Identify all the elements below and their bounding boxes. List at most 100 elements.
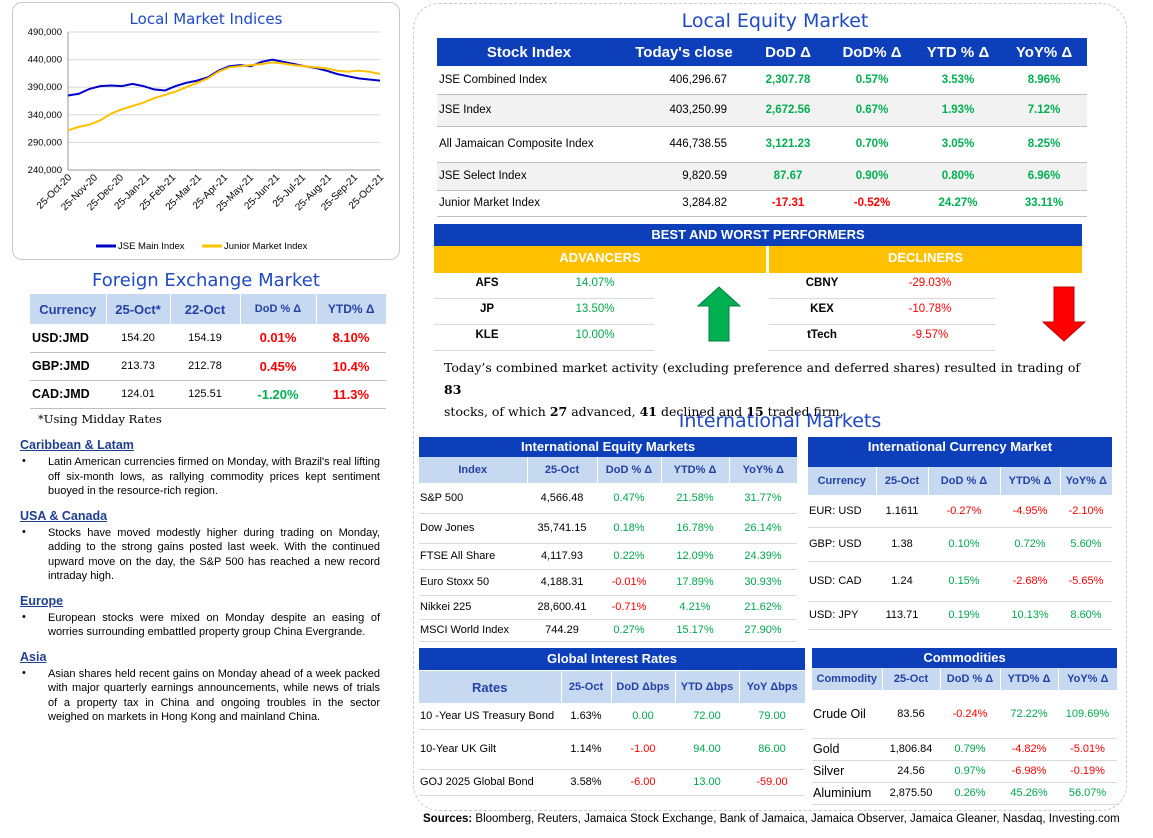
- row-label: 10 -Year US Treasury Bond: [419, 703, 561, 730]
- bullet-icon: •: [22, 610, 26, 623]
- ytd-value: 0.72%: [1000, 527, 1060, 562]
- yoy-value: -5.01%: [1058, 738, 1117, 761]
- ytd-value: 0.80%: [915, 162, 1001, 191]
- rates-col-header: Rates: [419, 671, 562, 703]
- dod-value: 0.15%: [928, 561, 1000, 602]
- ytd-value: 1.93%: [915, 94, 1001, 127]
- dod-value: 0.79%: [940, 738, 1000, 761]
- ytd-value: 17.89%: [661, 569, 729, 596]
- stock-symbol: tTech: [807, 329, 837, 341]
- equity-col-header: Today's close: [621, 38, 747, 66]
- table-row: Nikkei 225 28,600.41 -0.71% 4.21% 21.62%: [419, 595, 797, 620]
- ytd-value: -2.68%: [1000, 561, 1060, 602]
- intl-equity-title: International Equity Markets: [419, 437, 797, 457]
- row-value: 3.58%: [561, 769, 611, 796]
- row-label: Nikkei 225: [419, 595, 527, 620]
- yoy-value: -5.65%: [1060, 561, 1112, 602]
- row-value: 744.29: [527, 619, 597, 642]
- table-row: GBP: USD 1.38 0.10% 0.72% 5.60%: [808, 527, 1112, 562]
- row-value: 4,188.31: [527, 569, 597, 596]
- stock-symbol: CBNY: [805, 277, 839, 289]
- row-value: 4,566.48: [527, 483, 597, 514]
- legend-label: JSE Main Index: [118, 241, 185, 252]
- yoy-value: 31.77%: [729, 483, 797, 514]
- rate-value: 213.73: [106, 352, 170, 381]
- line-chart: 490,000 440,000 390,000 340,000 290,000 240,0…: [28, 27, 387, 252]
- news-text: Latin American currencies firmed on Mond…: [48, 456, 380, 497]
- y-tick-label: 390,000: [28, 82, 62, 93]
- ytd-value: 15.17%: [661, 619, 729, 642]
- equity-col-header: YoY% Δ: [1001, 38, 1087, 66]
- ytd-value: 3.05%: [915, 126, 1001, 163]
- table-row: FTSE All Share 4,117.93 0.22% 12.09% 24.39%: [419, 543, 797, 570]
- stock-change: 13.50%: [575, 303, 615, 315]
- row-value: 1.24: [876, 561, 928, 602]
- fx-col-header: 25-Oct*: [106, 294, 171, 324]
- series-line: [67, 61, 381, 132]
- table-row: CAD:JMD 124.01 125.51 -1.20% 11.3%: [30, 380, 386, 409]
- fx-note: *Using Midday Rates: [38, 412, 162, 426]
- table-row: Gold 1,806.84 0.79% -4.82% -5.01%: [812, 738, 1117, 761]
- news-section: Asia • Asian shares held recent gains on M…: [20, 650, 380, 725]
- row-label: Gold: [812, 738, 882, 761]
- intl-currency-table: Currency 25-Oct DoD % Δ YTD% Δ YoY% Δ EU…: [808, 467, 1112, 630]
- row-label: MSCI World Index: [419, 619, 527, 642]
- news-section: Europe • European stocks were mixed on Mon…: [20, 594, 380, 640]
- stock-change: 14.07%: [575, 277, 615, 289]
- row-value: 113.71: [876, 601, 928, 630]
- rates-col-header: 25-Oct: [561, 671, 612, 703]
- yoy-value: 5.60%: [1060, 527, 1112, 562]
- fx-col-header: 22-Oct: [170, 294, 241, 324]
- y-tick-label: 240,000: [28, 165, 62, 176]
- ytd-value: 94.00: [675, 729, 739, 770]
- rates-col-header: YoY Δbps: [739, 671, 805, 703]
- ytd-value: 8.10%: [316, 324, 386, 353]
- fx-table: Currency 25-Oct* 22-Oct DoD % Δ YTD% Δ U…: [30, 294, 386, 409]
- news-bullet: • Stocks have moved modestly higher durin…: [20, 526, 380, 584]
- row-value: 1.14%: [561, 729, 611, 770]
- row-value: 1,806.84: [882, 738, 940, 761]
- yoy-value: 24.39%: [729, 543, 797, 570]
- rates-table: Rates 25-Oct DoD Δbps YTD Δbps YoY Δbps …: [419, 671, 805, 796]
- chart-title: Local Market Indices: [129, 10, 283, 28]
- currency-pair: USD:JMD: [30, 324, 106, 353]
- dod-pct-value: 0.90%: [829, 162, 915, 191]
- row-value: 1.1611: [876, 495, 928, 528]
- equity-title: Local Equity Market: [681, 10, 869, 32]
- dod-pct-value: 0.67%: [829, 94, 915, 127]
- performer-row: JP 13.50%: [434, 299, 654, 325]
- row-value: 28,600.41: [527, 595, 597, 620]
- rate-value: 124.01: [106, 380, 170, 409]
- sources-line: Sources: Bloomberg, Reuters, Jamaica Sto…: [423, 813, 1143, 825]
- row-label: GOJ 2025 Global Bond: [419, 769, 561, 796]
- ytd-value: 24.27%: [915, 190, 1001, 217]
- index-name: All Jamaican Composite Index: [437, 126, 621, 163]
- table-row: GOJ 2025 Global Bond 3.58% -6.00 13.00 -59.0…: [419, 769, 805, 796]
- decliners-header: DECLINERS: [769, 246, 1082, 273]
- yoy-value: 6.96%: [1001, 162, 1087, 191]
- yoy-value: 8.25%: [1001, 126, 1087, 163]
- table-row: EUR: USD 1.1611 -0.27% -4.95% -2.10%: [808, 495, 1112, 528]
- ytd-value: -4.95%: [1000, 495, 1060, 528]
- stock-change: -9.57%: [911, 329, 949, 341]
- row-label: S&P 500: [419, 483, 527, 514]
- yoy-value: -2.10%: [1060, 495, 1112, 528]
- dod-value: 0.19%: [928, 601, 1000, 630]
- rate-value: 125.51: [170, 380, 240, 409]
- news-section: Caribbean & Latam • Latin American currenc…: [20, 438, 380, 499]
- row-value: 2,875.50: [882, 782, 940, 805]
- stock-change: -10.78%: [908, 303, 952, 315]
- row-label: Crude Oil: [812, 690, 882, 739]
- close-value: 403,250.99: [621, 94, 747, 127]
- up-arrow-icon: [697, 286, 741, 342]
- table-row: Silver 24.56 0.97% -6.98% -0.19%: [812, 760, 1117, 783]
- dod-value: -6.00: [611, 769, 675, 796]
- yoy-value: -0.19%: [1058, 760, 1117, 783]
- dod-value: 0.97%: [940, 760, 1000, 783]
- bullet-icon: •: [22, 525, 26, 538]
- performer-row: KLE 10.00%: [434, 325, 654, 351]
- row-label: USD: JPY: [808, 601, 876, 630]
- dod-pct-value: -0.52%: [829, 190, 915, 217]
- performer-row: AFS 14.07%: [434, 273, 654, 299]
- right-panel-border: [413, 3, 1127, 811]
